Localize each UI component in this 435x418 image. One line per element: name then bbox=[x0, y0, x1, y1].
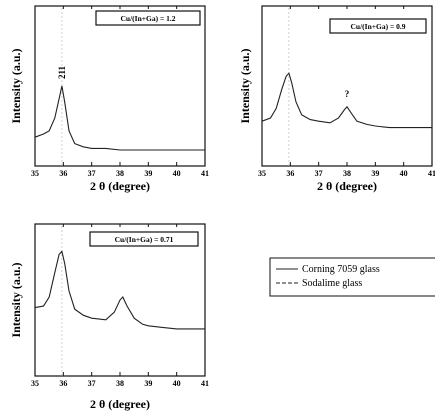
x-axis-label: 2 θ (degree) bbox=[90, 179, 150, 193]
condition-label: Cu/(In+Ga) = 0.9 bbox=[350, 22, 405, 31]
legend-label: Corning 7059 glass bbox=[302, 264, 380, 275]
series-line bbox=[261, 72, 432, 129]
peak-annotation: 211 bbox=[57, 65, 67, 79]
legend: Corning 7059 glass Sodalime glass bbox=[269, 257, 435, 297]
x-tick-label: 39 bbox=[371, 169, 379, 178]
y-axis-label: Intensity (a.u.) bbox=[238, 48, 252, 123]
x-tick-label: 38 bbox=[116, 169, 124, 178]
condition-box bbox=[329, 18, 427, 34]
x-tick-label: 41 bbox=[201, 169, 209, 178]
x-tick-label: 41 bbox=[428, 169, 435, 178]
peak-annotation: ? bbox=[345, 89, 350, 99]
y-axis-label: Intensity (a.u.) bbox=[9, 262, 23, 337]
x-tick-label: 37 bbox=[315, 169, 323, 178]
condition-label: Cu/(In+Ga) = 1.2 bbox=[120, 14, 175, 23]
x-tick-label: 35 bbox=[31, 169, 39, 178]
x-tick-label: 37 bbox=[88, 379, 96, 388]
condition-box bbox=[89, 231, 199, 247]
x-tick-label: 39 bbox=[144, 379, 152, 388]
x-tick-label: 40 bbox=[400, 169, 408, 178]
x-tick-label: 35 bbox=[31, 379, 39, 388]
x-tick-label: 39 bbox=[144, 169, 152, 178]
x-tick-label: 35 bbox=[258, 169, 266, 178]
condition-box bbox=[95, 10, 201, 26]
x-axis-label: 2 θ (degree) bbox=[317, 179, 377, 193]
legend-box bbox=[269, 257, 435, 297]
x-tick-label: 37 bbox=[88, 169, 96, 178]
x-tick-label: 41 bbox=[201, 379, 209, 388]
series-line bbox=[34, 85, 205, 151]
panel-bottom-left: 35 36 37 38 39 40 41 Intensity (a.u.) 2 θ (degre… bbox=[9, 223, 209, 411]
x-tick-label: 38 bbox=[343, 169, 351, 178]
panel-top-right: 35 36 37 38 39 40 41 Intensity (a.u.) 2 θ (degre… bbox=[238, 5, 435, 193]
x-tick-label: 36 bbox=[286, 169, 294, 178]
x-tick-label: 36 bbox=[59, 169, 67, 178]
plot-frame bbox=[34, 5, 206, 167]
x-axis-label: 2 θ (degree) bbox=[90, 397, 150, 411]
x-tick-label: 36 bbox=[59, 379, 67, 388]
legend-label: Sodalime glass bbox=[302, 278, 362, 289]
condition-label: Cu/(In+Ga) = 0.71 bbox=[115, 235, 174, 244]
x-tick-label: 40 bbox=[173, 379, 181, 388]
x-tick-label: 38 bbox=[116, 379, 124, 388]
panel-top-left: 35 36 37 38 39 40 41 Intensity (a.u.) 2 θ (degre… bbox=[9, 5, 209, 193]
y-axis-label: Intensity (a.u.) bbox=[9, 48, 23, 123]
x-tick-label: 40 bbox=[173, 169, 181, 178]
series-line bbox=[34, 250, 205, 330]
